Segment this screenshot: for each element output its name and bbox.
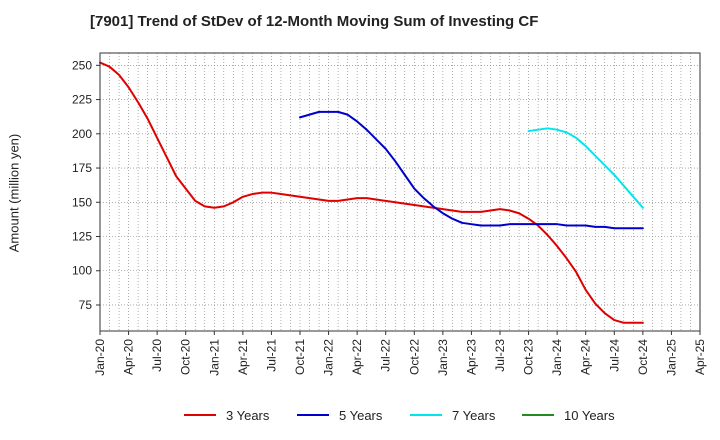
x-tick-label: Jan-22 [322, 339, 336, 376]
legend-item-5-years: 5 Years [297, 405, 382, 425]
legend-swatch [410, 414, 442, 416]
x-tick-label: Jan-21 [207, 339, 221, 376]
series-line-7-years [527, 127, 644, 209]
series-line-5-years [299, 110, 644, 230]
series-line-3-years [99, 61, 644, 324]
x-tick-label: Jan-24 [550, 339, 564, 376]
legend-label: 5 Years [339, 407, 383, 423]
x-tick-label: Apr-24 [579, 339, 593, 375]
legend-item-7-years: 7 Years [410, 405, 495, 425]
x-tick-label: Jan-25 [664, 339, 678, 376]
x-tick-label: Apr-20 [122, 339, 136, 375]
legend: 3 Years 5 Years 7 Years 10 Years [0, 405, 720, 425]
legend-swatch [522, 414, 554, 416]
y-tick-label: 125 [72, 230, 92, 244]
legend-item-10-years: 10 Years [522, 405, 615, 425]
x-tick-label: Jul-22 [379, 339, 393, 372]
x-tick-label: Apr-21 [236, 339, 250, 375]
x-tick-labels: Jan-20 Apr-20 Jul-20 Oct-20 Jan-21 Apr-21 Jul-… [93, 331, 707, 376]
x-tick-label: Jul-21 [264, 339, 278, 372]
y-tick-label: 150 [72, 195, 92, 209]
y-tick-label: 225 [72, 93, 92, 107]
x-tick-label: Oct-22 [407, 339, 421, 375]
plot-frame [99, 52, 701, 332]
x-tick-label: Jul-20 [150, 339, 164, 372]
x-tick-label: Oct-24 [636, 339, 650, 375]
grid-layer [100, 53, 700, 331]
legend-label: 7 Years [452, 407, 496, 423]
x-tick-label: Apr-25 [693, 339, 707, 375]
x-tick-label: Jul-23 [493, 339, 507, 372]
legend-swatch [297, 414, 329, 416]
legend-label: 3 Years [226, 407, 270, 423]
legend-label: 10 Years [564, 407, 615, 423]
x-tick-label: Oct-23 [522, 339, 536, 375]
y-tick-label: 75 [79, 298, 93, 312]
x-tick-label: Jul-24 [607, 339, 621, 372]
y-tick-label: 175 [72, 161, 92, 175]
chart-title: [7901] Trend of StDev of 12-Month Moving… [90, 13, 539, 30]
x-tick-label: Apr-22 [350, 339, 364, 375]
x-tick-label: Jan-20 [93, 339, 107, 376]
y-tick-labels: 75 100 125 150 175 200 225 250 [72, 58, 100, 312]
legend-item-3-years: 3 Years [184, 405, 269, 425]
x-tick-label: Jan-23 [436, 339, 450, 376]
legend-swatch [184, 414, 216, 416]
series-layer [99, 61, 644, 324]
y-tick-label: 100 [72, 264, 92, 278]
y-tick-label: 200 [72, 127, 92, 141]
x-tick-label: Apr-23 [464, 339, 478, 375]
y-tick-label: 250 [72, 58, 92, 72]
x-tick-label: Oct-21 [293, 339, 307, 375]
x-tick-label: Oct-20 [179, 339, 193, 375]
